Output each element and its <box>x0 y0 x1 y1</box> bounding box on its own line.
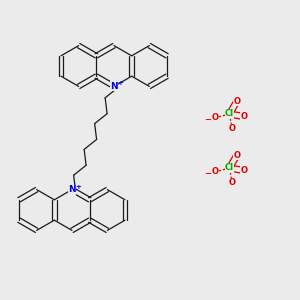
Text: O: O <box>212 167 219 176</box>
Text: O: O <box>229 178 236 187</box>
Text: N: N <box>68 185 76 194</box>
Text: +: + <box>76 184 82 190</box>
Text: O: O <box>212 113 219 122</box>
Text: Cl: Cl <box>225 110 234 118</box>
Text: N: N <box>110 82 118 91</box>
Text: +: + <box>118 80 124 86</box>
Text: −: − <box>204 169 211 178</box>
Text: O: O <box>240 112 247 121</box>
Text: O: O <box>229 124 236 133</box>
Text: O: O <box>240 166 247 175</box>
Text: −: − <box>204 116 211 124</box>
Text: Cl: Cl <box>225 164 234 172</box>
Text: O: O <box>233 151 240 160</box>
Text: O: O <box>233 97 240 106</box>
